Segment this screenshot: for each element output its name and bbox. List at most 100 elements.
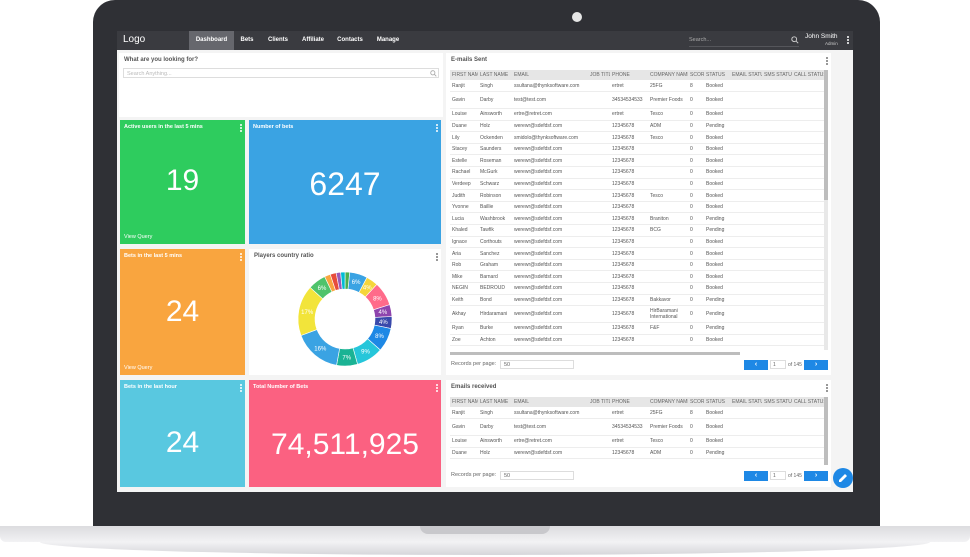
table-cell bbox=[588, 294, 610, 307]
view-query-link[interactable]: View Query bbox=[124, 234, 153, 240]
table-row[interactable]: Ryan Burke werewr@sdefdsf.com 12345678 F&F 0 P… bbox=[450, 322, 824, 335]
table-row[interactable]: Verdeep Schwarz werewr@sdefdsf.com 12345678… bbox=[450, 178, 824, 191]
chart-menu-icon[interactable] bbox=[436, 253, 438, 261]
tab-bets[interactable]: Bets bbox=[240, 37, 254, 43]
column-header[interactable]: JOB TITLE bbox=[588, 70, 610, 80]
records-per-page-select[interactable]: 50 bbox=[500, 471, 574, 480]
page-input[interactable]: 1 bbox=[770, 360, 786, 369]
table-row[interactable]: Ranjit Singh ssultana@thynksoftware.com ert… bbox=[450, 407, 824, 420]
table-row[interactable]: Rachael McGurk werewr@sdefdsf.com 12345678 0… bbox=[450, 166, 824, 179]
column-header[interactable]: SCORE bbox=[688, 70, 704, 80]
tile-menu-icon[interactable] bbox=[240, 384, 242, 392]
table-cell: werewr@sdefdsf.com bbox=[512, 212, 588, 226]
column-header[interactable]: FIRST NAME bbox=[450, 70, 478, 80]
column-header[interactable]: PHONE bbox=[610, 70, 648, 80]
horizontal-scrollbar[interactable] bbox=[450, 352, 740, 355]
column-header[interactable]: STATUS bbox=[704, 397, 730, 407]
tile-title: Total Number of Bets bbox=[253, 384, 309, 390]
column-header[interactable]: JOB TITLE bbox=[588, 397, 610, 407]
tile-title: Bets in the last hour bbox=[124, 384, 177, 390]
table-cell bbox=[762, 154, 792, 168]
column-header[interactable]: COMPANY NAME bbox=[648, 70, 688, 80]
table-cell bbox=[730, 270, 762, 283]
table-row[interactable]: Khaled Tawfik werewr@sdefdsf.com 12345678 BC… bbox=[450, 224, 824, 237]
column-header[interactable]: CALL STATUS bbox=[792, 70, 824, 80]
tab-clients[interactable]: Clients bbox=[267, 37, 288, 43]
column-header[interactable]: LAST NAME bbox=[478, 70, 512, 80]
nav-search-input[interactable]: Search... bbox=[689, 34, 799, 47]
page-input[interactable]: 1 bbox=[770, 471, 786, 480]
table-cell bbox=[792, 178, 824, 191]
column-header[interactable]: SMS STATUS bbox=[762, 397, 792, 407]
column-header[interactable]: SCORE bbox=[688, 397, 704, 407]
next-page-button[interactable]: › bbox=[804, 360, 828, 370]
table-cell: ertre@retret.com bbox=[512, 435, 588, 448]
column-header[interactable]: EMAIL bbox=[512, 397, 588, 407]
column-header[interactable]: SMS STATUS bbox=[762, 70, 792, 80]
table-cell: werewr@sdefdsf.com bbox=[512, 154, 588, 168]
table-row[interactable]: Zoe Achton werewr@sdefdsf.com 12345678 0 Book… bbox=[450, 334, 824, 347]
table-cell bbox=[730, 247, 762, 260]
table-row[interactable]: NEGIN BEDROUD werewr@sdefdsf.com 12345678 0 B… bbox=[450, 282, 824, 295]
table-row[interactable]: Aria Sanchez werewr@sdefdsf.com 12345678 0 Bo… bbox=[450, 247, 824, 260]
user-menu-icon[interactable] bbox=[847, 36, 849, 44]
table-row[interactable]: Judith Robinson werewr@sdefdsf.com 12345678… bbox=[450, 189, 824, 202]
column-header[interactable]: FIRST NAME bbox=[450, 397, 478, 407]
tab-affiliate[interactable]: Affiliate bbox=[301, 37, 324, 43]
column-header[interactable]: STATUS bbox=[704, 70, 730, 80]
records-per-page-select[interactable]: 50 bbox=[500, 360, 574, 369]
table-row[interactable]: Ignace Corthouts werewr@sdefdsf.com 1234567… bbox=[450, 236, 824, 249]
table-row[interactable]: Stacey Saunders werewr@sdefdsf.com 12345678… bbox=[450, 143, 824, 156]
table-row[interactable]: Estelle Roseman werewr@sdefdsf.com 12345678… bbox=[450, 154, 824, 168]
column-header[interactable]: EMAIL STATUS bbox=[730, 70, 762, 80]
table-row[interactable]: Louise Ainsworth ertre@retret.com ertret Tes… bbox=[450, 108, 824, 121]
table-cell bbox=[588, 201, 610, 214]
table-row[interactable]: Lucia Washbrook werewr@sdefdsf.com 12345678… bbox=[450, 212, 824, 226]
tab-dashboard[interactable]: Dashboard bbox=[189, 31, 234, 50]
tab-contacts[interactable]: Contacts bbox=[337, 37, 363, 43]
column-header[interactable]: COMPANY NAME bbox=[648, 397, 688, 407]
vertical-scrollbar[interactable] bbox=[824, 70, 828, 350]
table-row[interactable]: Gavin Darby test@test.com 34534534533 Premie… bbox=[450, 418, 824, 437]
table-row[interactable]: Duane Holz werewr@sdefdsf.com 12345678 ADM 0 P… bbox=[450, 447, 824, 460]
tile-menu-icon[interactable] bbox=[436, 124, 438, 132]
view-query-link[interactable]: View Query bbox=[124, 365, 153, 371]
tile-menu-icon[interactable] bbox=[436, 384, 438, 392]
table-row[interactable]: Yvonne Baillie werewr@sdefdsf.com 12345678 0… bbox=[450, 201, 824, 214]
search-anything-input[interactable]: Search Anything... bbox=[123, 68, 439, 78]
tile-menu-icon[interactable] bbox=[240, 253, 242, 261]
table-cell: 0 bbox=[688, 143, 704, 156]
column-header[interactable]: EMAIL bbox=[512, 70, 588, 80]
table-cell: test@test.com bbox=[512, 418, 588, 437]
panel-menu-icon[interactable] bbox=[826, 57, 828, 65]
vertical-scrollbar[interactable] bbox=[824, 397, 828, 465]
tile-menu-icon[interactable] bbox=[240, 124, 242, 132]
table-row[interactable]: Rob Graham werewr@sdefdsf.com 12345678 0 Book… bbox=[450, 259, 824, 272]
table-row[interactable]: Ranjit Singh ssultana@thynksoftware.com ert… bbox=[450, 80, 824, 93]
column-header[interactable]: EMAIL STATUS bbox=[730, 397, 762, 407]
tab-manage[interactable]: Manage bbox=[376, 37, 400, 43]
table-row[interactable]: Gavin Darby test@test.com 34534534533 Premie… bbox=[450, 91, 824, 110]
donut-slice[interactable] bbox=[344, 271, 351, 290]
panel-menu-icon[interactable] bbox=[826, 384, 828, 392]
column-header[interactable]: LAST NAME bbox=[478, 397, 512, 407]
search-icon[interactable] bbox=[430, 70, 437, 77]
prev-page-button[interactable]: ‹ bbox=[744, 471, 768, 481]
search-icon[interactable] bbox=[791, 36, 799, 44]
table-row[interactable]: Mike Barnard werewr@sdefdsf.com 12345678 0 Bo… bbox=[450, 270, 824, 283]
user-name[interactable]: John Smith bbox=[805, 33, 838, 40]
column-header[interactable]: PHONE bbox=[610, 397, 648, 407]
table-row[interactable]: Akhay Hirdaramani werewr@sdefdsf.com 123456… bbox=[450, 305, 824, 324]
table-cell: Aria bbox=[450, 247, 478, 260]
table-row[interactable]: Keith Bond werewr@sdefdsf.com 12345678 Bakka… bbox=[450, 294, 824, 307]
table-cell bbox=[730, 322, 762, 335]
table-row[interactable]: Louise Ainsworth ertre@retret.com ertret Tes… bbox=[450, 435, 824, 448]
table-cell: 12345678 bbox=[610, 224, 648, 237]
table-row[interactable]: Duane Holz werewr@sdefdsf.com 12345678 ADM 0 P… bbox=[450, 120, 824, 133]
table-cell: 0 bbox=[688, 189, 704, 202]
table-row[interactable]: Lily Ockenden smidolo@thynksoftware.com 123… bbox=[450, 131, 824, 144]
edit-fab-button[interactable] bbox=[833, 468, 853, 488]
column-header[interactable]: CALL STATUS bbox=[792, 397, 824, 407]
next-page-button[interactable]: › bbox=[804, 471, 828, 481]
prev-page-button[interactable]: ‹ bbox=[744, 360, 768, 370]
